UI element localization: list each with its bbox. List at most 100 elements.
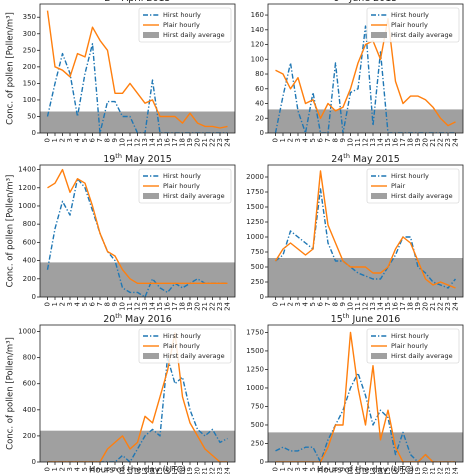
x-tick-label: 5 bbox=[309, 138, 317, 142]
x-tick-label: 4 bbox=[302, 466, 310, 471]
x-tick-label: 20 bbox=[194, 138, 202, 147]
x-tick-label: 1 bbox=[51, 138, 59, 142]
legend-label: Plair hourly bbox=[163, 21, 200, 29]
x-tick-label: 21 bbox=[429, 467, 437, 474]
plot-area bbox=[40, 168, 235, 297]
x-tick-label: 13 bbox=[369, 302, 377, 311]
x-tick-label: 17 bbox=[399, 302, 407, 311]
y-tick-label: 1250 bbox=[246, 218, 264, 226]
x-tick-label: 13 bbox=[369, 138, 377, 147]
x-tick-label: 19 bbox=[414, 467, 422, 474]
y-tick-label: 250 bbox=[23, 46, 36, 54]
x-tick-label: 12 bbox=[134, 302, 142, 311]
x-tick-label: 16 bbox=[164, 301, 172, 310]
x-tick-label: 9 bbox=[111, 302, 119, 306]
x-tick-label: 19 bbox=[186, 467, 194, 474]
x-tick-label: 21 bbox=[201, 302, 209, 311]
x-tick-label: 23 bbox=[444, 138, 452, 147]
y-tick-label: 100 bbox=[23, 96, 36, 104]
x-tick-label: 24 bbox=[224, 137, 232, 146]
y-tick-label: 600 bbox=[23, 380, 36, 388]
y-tick-label: 200 bbox=[23, 432, 36, 440]
legend-box bbox=[138, 168, 232, 204]
x-tick-label: 15 bbox=[156, 138, 164, 147]
series-line bbox=[46, 178, 228, 297]
x-tick-label: 21 bbox=[429, 138, 437, 147]
x-tick-label: 13 bbox=[369, 467, 377, 474]
x-tick-label: 7 bbox=[324, 138, 332, 142]
legend-label: Hirst hourly bbox=[391, 332, 429, 340]
subplot-title: 2ndApril 2015 bbox=[104, 0, 170, 4]
x-tick-label: 20 bbox=[422, 138, 430, 147]
y-tick-label: 0 bbox=[260, 129, 264, 137]
x-tick-label: 11 bbox=[126, 302, 134, 311]
x-tick-label: 3 bbox=[66, 467, 74, 471]
title-suffix: th bbox=[343, 152, 350, 160]
x-tick-label: 18 bbox=[407, 467, 415, 474]
y-tick-label: 800 bbox=[23, 220, 36, 228]
x-tick-label: 14 bbox=[377, 466, 385, 474]
y-tick-label: 400 bbox=[23, 257, 36, 265]
y-tick-label: 140 bbox=[251, 26, 264, 34]
legend-label: Hirst hourly bbox=[163, 332, 201, 340]
x-tick-label: 18 bbox=[179, 302, 187, 311]
x-tick-label: 0 bbox=[272, 138, 280, 142]
subplot-title: 15th June 2016 bbox=[331, 312, 401, 325]
x-tick-label: 8 bbox=[332, 138, 340, 142]
y-tick-label: 500 bbox=[251, 421, 264, 429]
x-tick-label: 1 bbox=[51, 467, 59, 471]
x-tick-label: 14 bbox=[149, 137, 157, 146]
legend-label: Hirst daily average bbox=[391, 352, 453, 360]
y-tick-label: 0 bbox=[32, 293, 36, 301]
x-tick-label: 8 bbox=[104, 302, 112, 306]
x-tick-label: 16 bbox=[164, 466, 172, 474]
y-tick-label: 0 bbox=[260, 458, 264, 466]
series-line bbox=[47, 168, 228, 284]
y-tick-label: 160 bbox=[251, 11, 264, 19]
y-tick-label: 100 bbox=[251, 55, 264, 63]
x-tick-label: 8 bbox=[104, 138, 112, 142]
x-tick-label: 3 bbox=[66, 138, 74, 142]
x-tick-label: 23 bbox=[216, 302, 224, 311]
y-tick-label: 250 bbox=[251, 439, 264, 447]
x-tick-label: 1 bbox=[51, 302, 59, 306]
y-tick-label: 1000 bbox=[246, 384, 264, 392]
x-tick-label: 19 bbox=[186, 138, 194, 147]
x-tick-label: 5 bbox=[309, 302, 317, 306]
legend-box bbox=[366, 168, 460, 204]
x-tick-label: 20 bbox=[194, 302, 202, 311]
x-tick-label: 7 bbox=[96, 138, 104, 142]
title-rest: June 2015 bbox=[348, 0, 397, 4]
x-tick-label: 13 bbox=[141, 467, 149, 474]
x-tick-label: 6 bbox=[89, 137, 97, 142]
x-tick-label: 15 bbox=[156, 467, 164, 474]
y-tick-label: 200 bbox=[23, 275, 36, 283]
x-tick-label: 15 bbox=[156, 302, 164, 311]
legend-swatch bbox=[371, 32, 387, 38]
x-tick-label: 22 bbox=[437, 138, 445, 147]
x-tick-label: 15 bbox=[384, 138, 392, 147]
title-day: 20 bbox=[103, 314, 115, 325]
y-tick-label: 200 bbox=[23, 63, 36, 71]
x-tick-label: 20 bbox=[422, 467, 430, 474]
x-tick-label: 19 bbox=[414, 302, 422, 311]
legend-box bbox=[366, 7, 460, 43]
x-tick-label: 22 bbox=[209, 467, 217, 474]
x-tick-label: 23 bbox=[444, 467, 452, 474]
x-tick-label: 3 bbox=[294, 467, 302, 471]
x-tick-label: 1 bbox=[279, 138, 287, 142]
y-tick-label: 1400 bbox=[18, 166, 36, 174]
x-tick-label: 12 bbox=[362, 302, 370, 311]
x-tick-label: 11 bbox=[126, 467, 134, 474]
x-tick-label: 19 bbox=[186, 302, 194, 311]
legend-box bbox=[366, 328, 460, 364]
x-tick-label: 22 bbox=[437, 467, 445, 474]
x-tick-label: 1 bbox=[279, 467, 287, 471]
x-tick-label: 3 bbox=[66, 302, 74, 306]
y-tick-label: 0 bbox=[32, 458, 36, 466]
x-tick-label: 4 bbox=[74, 137, 82, 142]
x-tick-label: 6 bbox=[89, 301, 97, 306]
x-tick-label: 21 bbox=[429, 302, 437, 311]
x-tick-label: 7 bbox=[96, 467, 104, 471]
